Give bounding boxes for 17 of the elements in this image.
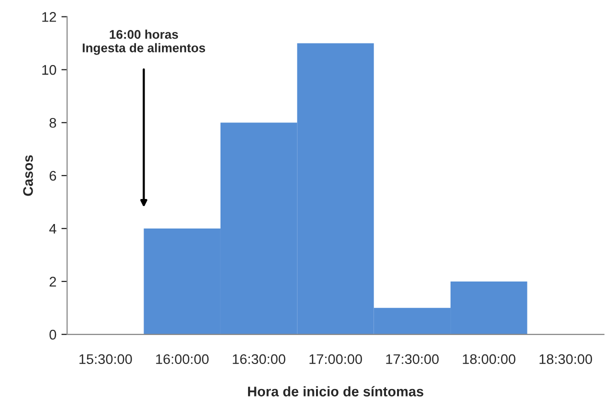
y-axis-title: Casos xyxy=(23,155,33,196)
x-tick-label: 18:00:00 xyxy=(462,354,516,364)
y-tick-label: 12 xyxy=(42,12,56,22)
y-tick-label: 6 xyxy=(50,170,56,181)
y-tick-label: 2 xyxy=(50,276,56,286)
y-tick-label: 4 xyxy=(49,224,56,234)
y-tick-label: 10 xyxy=(42,65,56,75)
annotation: 16:00 horas Ingesta de alimentos xyxy=(82,30,206,55)
y-tick-label: 0 xyxy=(50,330,56,340)
x-tick-label: 15:30:00 xyxy=(79,354,132,364)
x-tick-label: 17:30:00 xyxy=(386,354,439,364)
x-tick-label: 16:30:00 xyxy=(232,354,286,364)
x-axis-title: Hora de inicio de síntomas xyxy=(248,386,424,396)
x-tick-label: 17:00:00 xyxy=(310,354,362,364)
x-tick-label: 18:30:00 xyxy=(540,354,592,364)
y-tick-label: 8 xyxy=(50,118,56,128)
x-tick-label: 16:00:00 xyxy=(156,354,209,364)
